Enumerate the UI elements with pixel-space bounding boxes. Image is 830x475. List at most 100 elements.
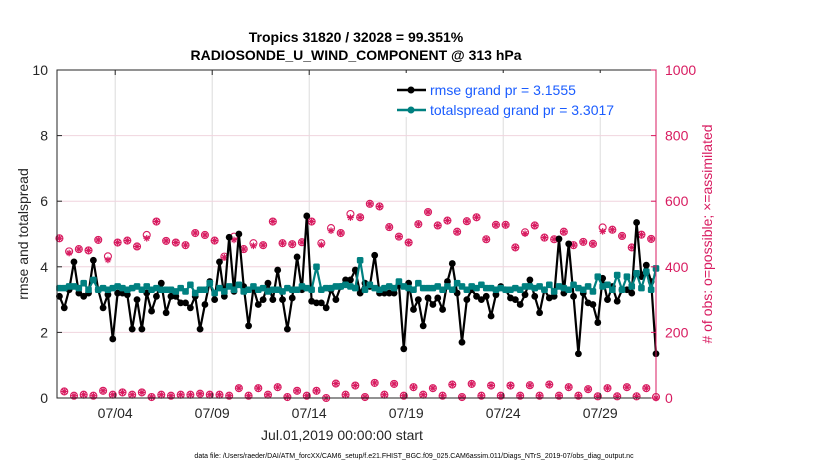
obs-possible-marker	[99, 386, 108, 395]
rmse-point	[332, 296, 340, 303]
y2-tick-label: 600	[665, 193, 689, 209]
obs-assimilated-marker	[419, 391, 427, 399]
obs-assimilated-marker	[638, 231, 645, 238]
obs-assimilated-marker	[65, 249, 73, 257]
obs-possible-marker	[535, 391, 544, 400]
obs-assimilated-marker	[225, 392, 233, 400]
obs-assimilated-marker	[429, 384, 437, 392]
obs-possible-marker	[94, 235, 103, 244]
obs-possible-marker	[632, 392, 641, 401]
obs-assimilated-marker	[182, 241, 189, 249]
obs-assimilated-marker	[240, 245, 248, 253]
rmse-point	[80, 292, 88, 300]
obs-assimilated-marker	[138, 389, 146, 396]
x-tick-label: 07/19	[389, 405, 424, 421]
rmse-point	[642, 261, 650, 269]
rmse-point	[414, 296, 422, 303]
obs-assimilated-marker	[288, 240, 296, 248]
y-tick-label: 6	[40, 193, 48, 209]
obs-assimilated-marker	[230, 236, 238, 244]
spread-point	[90, 276, 97, 284]
obs-assimilated-marker	[254, 384, 262, 392]
obs-possible-marker	[443, 216, 452, 225]
obs-assimilated-marker	[371, 379, 378, 387]
rmse-point	[60, 304, 68, 312]
rmse-point	[628, 289, 636, 297]
obs-assimilated-marker	[119, 389, 126, 396]
obs-assimilated-marker	[415, 220, 422, 228]
rmse-point	[167, 292, 175, 300]
spread-point	[361, 286, 369, 294]
obs-assimilated-marker	[187, 391, 194, 399]
obs-assimilated-marker	[157, 391, 165, 399]
rmse-point	[186, 304, 194, 312]
rmse-point	[235, 230, 243, 238]
obs-assimilated-marker	[104, 256, 112, 264]
spread-point	[642, 268, 650, 276]
y2-tick-label: 0	[665, 390, 673, 406]
rmse-point	[274, 266, 282, 274]
obs-assimilated-marker	[453, 228, 461, 236]
obs-possible-marker	[511, 243, 520, 252]
obs-assimilated-marker	[332, 380, 340, 387]
obs-assimilated-marker	[216, 391, 223, 399]
obs-possible-marker	[288, 240, 297, 249]
obs-possible-marker	[448, 380, 457, 389]
obs-assimilated-marker	[541, 234, 548, 241]
rmse-point	[293, 253, 301, 261]
obs-assimilated-marker	[473, 213, 480, 221]
obs-assimilated-marker	[405, 239, 412, 246]
rmse-point	[448, 260, 456, 267]
x-tick-label: 07/04	[98, 405, 133, 421]
obs-assimilated-marker	[366, 200, 374, 208]
spread-point	[351, 284, 359, 292]
obs-assimilated-marker	[424, 208, 432, 216]
rmse-point	[114, 289, 122, 297]
obs-assimilated-marker	[196, 390, 204, 398]
obs-possible-marker	[225, 391, 234, 400]
rmse-point	[482, 292, 490, 300]
rmse-point	[555, 235, 563, 243]
obs-assimilated-marker	[167, 392, 175, 400]
spread-point	[356, 256, 364, 264]
obs-assimilated-marker	[318, 241, 325, 249]
obs-possible-marker	[530, 221, 539, 230]
y-axis-label: rmse and totalspread	[15, 168, 31, 300]
rmse-point	[109, 335, 117, 343]
x-tick-label: 07/09	[195, 405, 230, 421]
obs-possible-marker	[365, 199, 374, 208]
rmse-point	[303, 212, 311, 220]
rmse-point	[133, 296, 141, 303]
y2-axis-label: # of obs: o=possible; ×=assimilated	[699, 124, 715, 343]
rmse-point	[89, 256, 97, 264]
spread-point	[206, 279, 214, 287]
rmse-point	[162, 309, 170, 317]
obs-assimilated-marker	[172, 239, 180, 246]
spread-point	[308, 286, 315, 294]
rmse-point	[153, 292, 160, 300]
spread-point	[584, 283, 592, 290]
obs-possible-marker	[89, 391, 98, 400]
obs-possible-marker	[113, 238, 122, 247]
plot-marks	[55, 199, 661, 403]
y-tick-label: 8	[40, 128, 48, 144]
obs-assimilated-marker	[448, 381, 456, 388]
obs-assimilated-marker	[463, 217, 471, 225]
obs-assimilated-marker	[94, 236, 102, 244]
obs-possible-marker	[438, 391, 447, 400]
spread-point	[313, 263, 320, 271]
spread-point	[565, 286, 572, 294]
rmse-point	[473, 292, 480, 300]
obs-assimilated-marker	[647, 235, 655, 243]
x-tick-label: 07/14	[292, 405, 327, 421]
rmse-point	[419, 322, 427, 330]
obs-possible-marker	[477, 391, 486, 400]
obs-possible-marker	[404, 238, 413, 247]
obs-assimilated-marker	[206, 391, 214, 399]
rmse-point	[70, 258, 78, 266]
rmse-point	[439, 306, 446, 313]
obs-assimilated-marker	[410, 383, 417, 391]
obs-possible-marker	[283, 392, 292, 402]
spread-point	[85, 286, 92, 294]
spread-point	[609, 286, 616, 294]
